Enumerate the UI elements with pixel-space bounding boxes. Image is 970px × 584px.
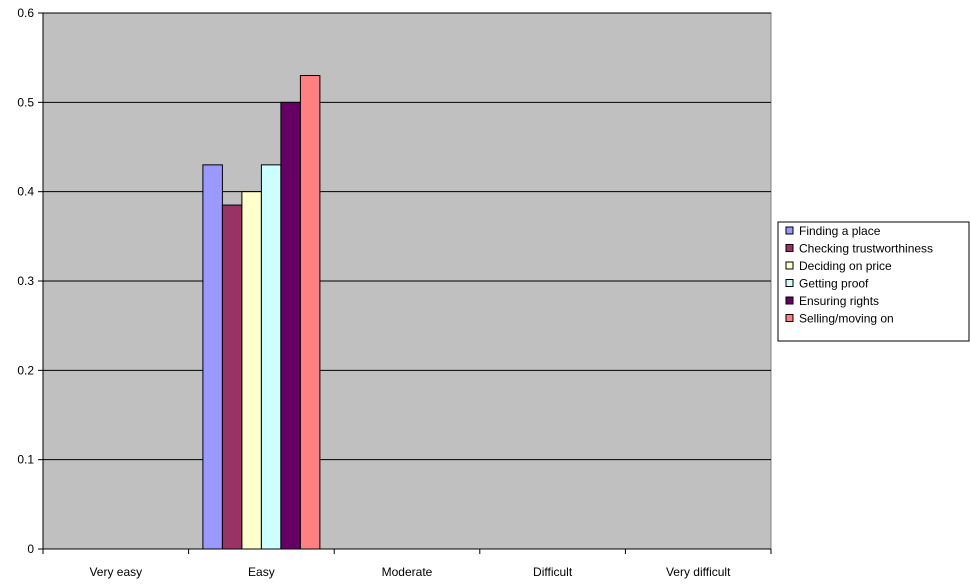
y-tick-label: 0.2 (17, 363, 34, 377)
x-tick-label: Very easy (89, 565, 142, 579)
gridlines (43, 12, 771, 461)
x-tick-label: Difficult (533, 565, 573, 579)
legend-label: Selling/moving on (799, 312, 894, 326)
y-axis: 0 0.1 0.2 0.3 0.4 0.5 0.6 (17, 6, 44, 556)
legend-label: Finding a place (799, 224, 881, 238)
y-tick-label: 0.3 (17, 274, 34, 288)
bar (260, 164, 282, 550)
legend-swatch (785, 261, 794, 270)
legend-label: Deciding on price (799, 259, 892, 273)
legend-swatch (785, 279, 794, 287)
bar (280, 101, 301, 550)
legend-label: Getting proof (799, 277, 869, 291)
legend-swatch (785, 314, 794, 322)
bar (241, 191, 262, 550)
y-tick-label: 0.4 (17, 185, 34, 199)
legend-swatch (785, 296, 794, 305)
bar (221, 204, 243, 550)
y-tick-label: 0.6 (17, 6, 34, 20)
y-tick-label: 0.1 (17, 453, 34, 467)
y-tick-label: 0.5 (17, 95, 34, 109)
legend-swatch (785, 244, 794, 252)
legend-label: Ensuring rights (799, 294, 879, 308)
legend-box (777, 221, 970, 342)
x-tick-label: Very difficult (666, 565, 731, 579)
bars (202, 75, 321, 550)
x-tick-label: Easy (248, 565, 275, 579)
y-tick-label: 0 (27, 542, 34, 556)
legend: Finding a place Checking trustworthiness D… (777, 221, 970, 342)
x-tick-label: Moderate (382, 565, 433, 579)
x-axis: Very easy Easy Moderate Difficult Very diffi… (42, 548, 772, 579)
bar (202, 164, 223, 550)
legend-label: Checking trustworthiness (799, 242, 933, 256)
bar (299, 75, 321, 550)
legend-swatch (785, 226, 794, 235)
